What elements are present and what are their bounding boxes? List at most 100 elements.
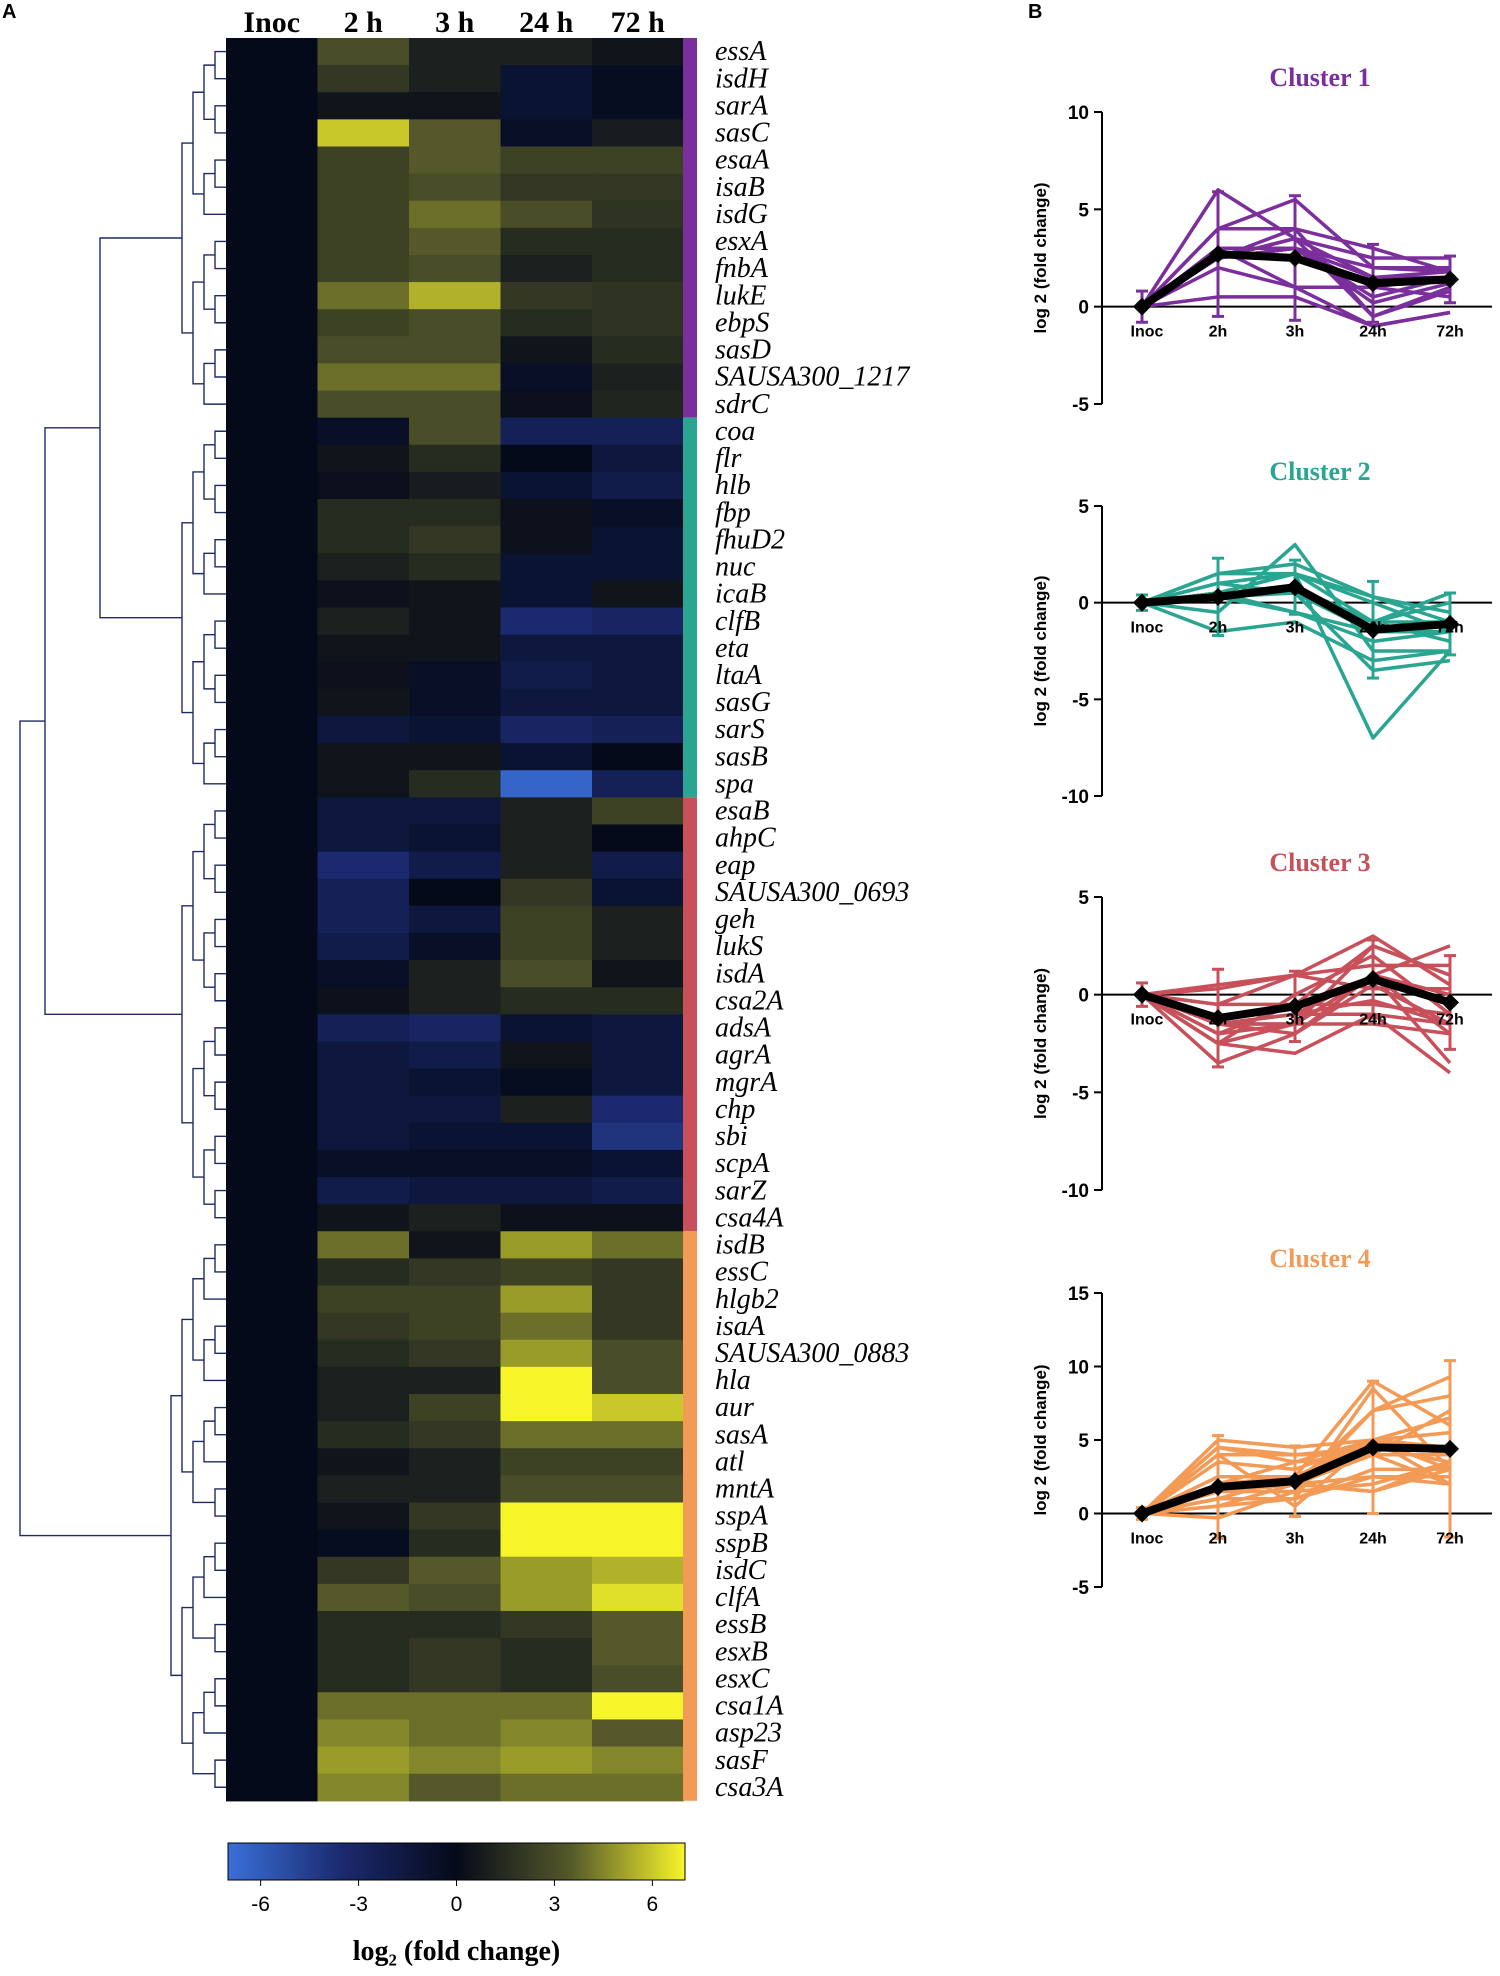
dendrogram-link	[170, 1394, 182, 1677]
y-tick-label: -5	[1072, 1083, 1089, 1104]
heatmap-cell	[409, 1366, 502, 1395]
heatmap-cell	[500, 1177, 593, 1205]
heatmap-cell	[317, 417, 410, 446]
dendrogram-link	[99, 237, 182, 619]
mean-point	[1209, 587, 1227, 606]
gene-label: sspB	[715, 1528, 768, 1559]
heatmap-cell	[317, 444, 410, 473]
gene-label: eta	[715, 633, 749, 664]
heatmap-cell	[409, 471, 502, 500]
gene-label: csa4A	[715, 1202, 784, 1233]
cluster-bar	[683, 38, 697, 418]
gene-label: sarZ	[715, 1175, 767, 1206]
heatmap-cell	[317, 526, 410, 554]
heatmap-cell	[592, 38, 685, 66]
gene-label: spa	[715, 768, 754, 799]
heatmap-cell	[226, 417, 319, 446]
heatmap-cell	[226, 1773, 319, 1802]
gene-label: mntA	[715, 1474, 775, 1505]
heatmap-cell	[500, 1610, 593, 1639]
mean-point	[1441, 1439, 1459, 1458]
heatmap-cell	[226, 444, 319, 473]
colorbar-tick-label: -6	[251, 1893, 270, 1916]
heatmap-cell	[592, 1583, 685, 1612]
heatmap-cell	[409, 987, 502, 1015]
heatmap-cell	[317, 1448, 410, 1476]
heatmap-cell	[592, 1177, 685, 1205]
heatmap-cell	[317, 770, 410, 798]
x-tick-label: 24h	[1359, 324, 1387, 341]
heatmap-cell	[317, 1773, 410, 1802]
heatmap-cell	[409, 1285, 502, 1314]
dendrogram-link	[203, 633, 215, 690]
dendrogram-link	[19, 720, 171, 1537]
gene-label: sspA	[715, 1501, 769, 1532]
heatmap-cell	[592, 1394, 685, 1422]
gene-label: esxC	[715, 1663, 770, 1694]
heatmap-cell	[226, 932, 319, 961]
heatmap-cell	[226, 905, 319, 934]
heatmap-cell	[500, 553, 593, 581]
heatmap-cell	[500, 1204, 593, 1232]
heatmap-cell	[500, 254, 593, 283]
dendrogram-link	[214, 1406, 226, 1436]
dendrogram-link	[214, 240, 226, 270]
heatmap-cell	[500, 607, 593, 636]
gene-label: aur	[715, 1392, 754, 1423]
dendrogram-link	[214, 349, 226, 378]
y-tick-label: 15	[1068, 1284, 1090, 1305]
x-tick-label: Inoc	[1131, 620, 1164, 637]
heatmap-cell	[500, 960, 593, 988]
y-tick-label: -10	[1062, 787, 1089, 808]
colorbar: -6 -3 0 3 6 log₂ (fold change)	[227, 1842, 686, 1967]
dendrogram-link	[214, 972, 226, 1002]
gene-label: fhuD2	[715, 524, 785, 555]
heatmap-cell	[317, 987, 410, 1015]
x-tick-label: 24h	[1359, 1531, 1387, 1548]
heatmap-cell	[592, 1095, 685, 1124]
y-tick-label: 0	[1078, 594, 1089, 615]
cluster-plot: Cluster 3 -10 -5 0 5 log 2 (fold change) Inoc 2…	[1031, 848, 1492, 1202]
heatmap-cell	[592, 1312, 685, 1341]
gene-label: icaB	[715, 579, 766, 610]
heatmap-cell	[317, 1177, 410, 1205]
heatmap-cell	[226, 254, 319, 283]
heatmap-cell	[409, 1475, 502, 1504]
heatmap-cell	[592, 1475, 685, 1504]
heatmap-cell	[500, 38, 593, 66]
heatmap-cell	[409, 65, 502, 93]
heatmap-cell	[226, 770, 319, 798]
mean-point	[1364, 970, 1382, 989]
heatmap-cell	[592, 553, 685, 581]
column-label: 2 h	[344, 6, 384, 39]
y-tick-label: 0	[1078, 986, 1089, 1007]
gene-label: sarA	[715, 90, 769, 121]
mean-point	[1286, 997, 1304, 1016]
heatmap-cell	[317, 661, 410, 690]
heatmap-cell	[592, 1204, 685, 1232]
heatmap-cell	[317, 471, 410, 500]
heatmap-cell	[226, 634, 319, 663]
gene-label: fbp	[715, 497, 751, 528]
gene-series-line	[1141, 542, 1450, 653]
heatmap-cell	[592, 363, 685, 392]
dendrogram-link	[214, 1325, 226, 1355]
heatmap-cell	[317, 905, 410, 934]
colorbar-title: log₂ (fold change)	[353, 1936, 561, 1967]
heatmap-cell	[317, 1285, 410, 1314]
heatmap-cell	[500, 1122, 593, 1151]
mean-point	[1441, 614, 1459, 633]
heatmap-cell	[226, 553, 319, 581]
heatmap-cell	[226, 526, 319, 554]
heatmap-cell	[226, 1638, 319, 1666]
dendrogram-link	[214, 159, 226, 188]
mean-point	[1364, 274, 1382, 293]
heatmap-cell	[409, 1339, 502, 1368]
x-tick-label: 2h	[1209, 620, 1228, 637]
heatmap-cell	[317, 607, 410, 636]
dendrogram-link	[214, 294, 226, 324]
gene-label: nuc	[715, 552, 756, 583]
heatmap-cell	[500, 1773, 593, 1802]
heatmap-cell	[500, 634, 593, 663]
